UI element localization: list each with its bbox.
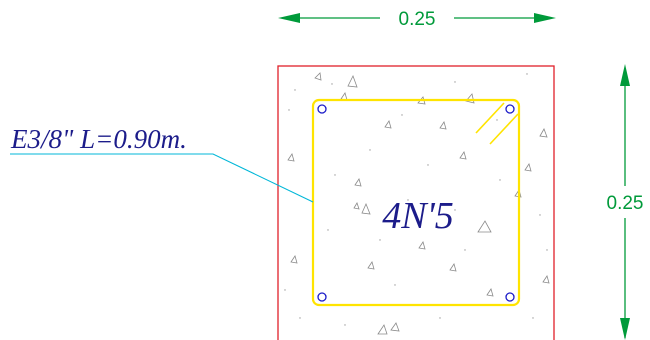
aggregate-dot (454, 209, 456, 211)
width-dimension-label: 0.25 (399, 9, 436, 30)
aggregate-dot (454, 81, 456, 83)
aggregate-triangle (486, 288, 494, 297)
aggregate-triangle (287, 153, 295, 162)
width-arrow-right (534, 13, 556, 23)
aggregate-triangle (354, 178, 362, 187)
height-dimension: 0.25 (607, 64, 644, 340)
aggregate-triangle (390, 322, 400, 332)
rebar-label: 4N'5 (382, 195, 453, 237)
stirrup-hook (475, 102, 505, 134)
rebar-top-left (317, 104, 327, 114)
aggregate-triangle (449, 263, 457, 272)
stirrup-label: E3/8" L=0.90m. (10, 124, 187, 154)
stirrup-hook (489, 113, 519, 145)
aggregate-dot (401, 114, 403, 116)
aggregate-triangle (361, 202, 371, 215)
aggregate-dot (369, 149, 371, 151)
stirrup-leader-line (10, 153, 314, 203)
aggregate-dot (294, 89, 296, 91)
aggregate-dot (499, 179, 501, 181)
aggregate-dot (539, 214, 541, 216)
aggregate-dot (334, 174, 336, 176)
aggregate-triangle (418, 241, 426, 250)
aggregate-dot (526, 73, 528, 75)
aggregate-triangle (542, 275, 550, 284)
height-arrow-top (620, 64, 630, 86)
aggregate-dot (331, 83, 333, 85)
aggregate-dot (327, 229, 329, 231)
aggregate-dot (379, 239, 381, 241)
aggregate-dot (464, 249, 466, 251)
aggregate-triangle (314, 72, 322, 81)
aggregate-triangle (465, 93, 475, 104)
aggregate-triangle (377, 324, 388, 335)
aggregate-triangle (384, 120, 392, 129)
aggregate-dot (394, 284, 396, 286)
aggregate-dot (427, 164, 429, 166)
width-dimension: 0.25 (278, 9, 556, 30)
aggregate-triangle (539, 128, 548, 138)
aggregate-triangle (353, 202, 360, 210)
aggregate-triangle (290, 255, 298, 264)
aggregate-dot (288, 109, 290, 111)
height-dimension-label: 0.25 (607, 193, 644, 214)
stirrup (311, 98, 521, 307)
aggregate-triangle (459, 151, 467, 160)
aggregate-dot (439, 317, 441, 319)
aggregate-dot (344, 324, 346, 326)
aggregate-triangle (367, 261, 375, 270)
height-arrow-bottom (620, 318, 630, 340)
aggregate-triangle (347, 74, 358, 88)
aggregate-dot (407, 199, 409, 201)
rebar-bottom-left (317, 292, 327, 302)
rebar-top-right (505, 104, 515, 114)
aggregate-triangle (477, 220, 492, 233)
rebar-bottom-right (505, 292, 515, 302)
concrete-aggregate-dots (284, 73, 548, 326)
concrete-section-outline (277, 65, 555, 340)
aggregate-dot (532, 317, 534, 319)
aggregate-triangle (524, 163, 532, 172)
aggregate-dot (299, 317, 301, 319)
aggregate-dot (546, 249, 548, 251)
aggregate-triangle (439, 121, 447, 130)
aggregate-dot (496, 119, 498, 121)
width-arrow-left (278, 13, 300, 23)
aggregate-dot (284, 289, 286, 291)
